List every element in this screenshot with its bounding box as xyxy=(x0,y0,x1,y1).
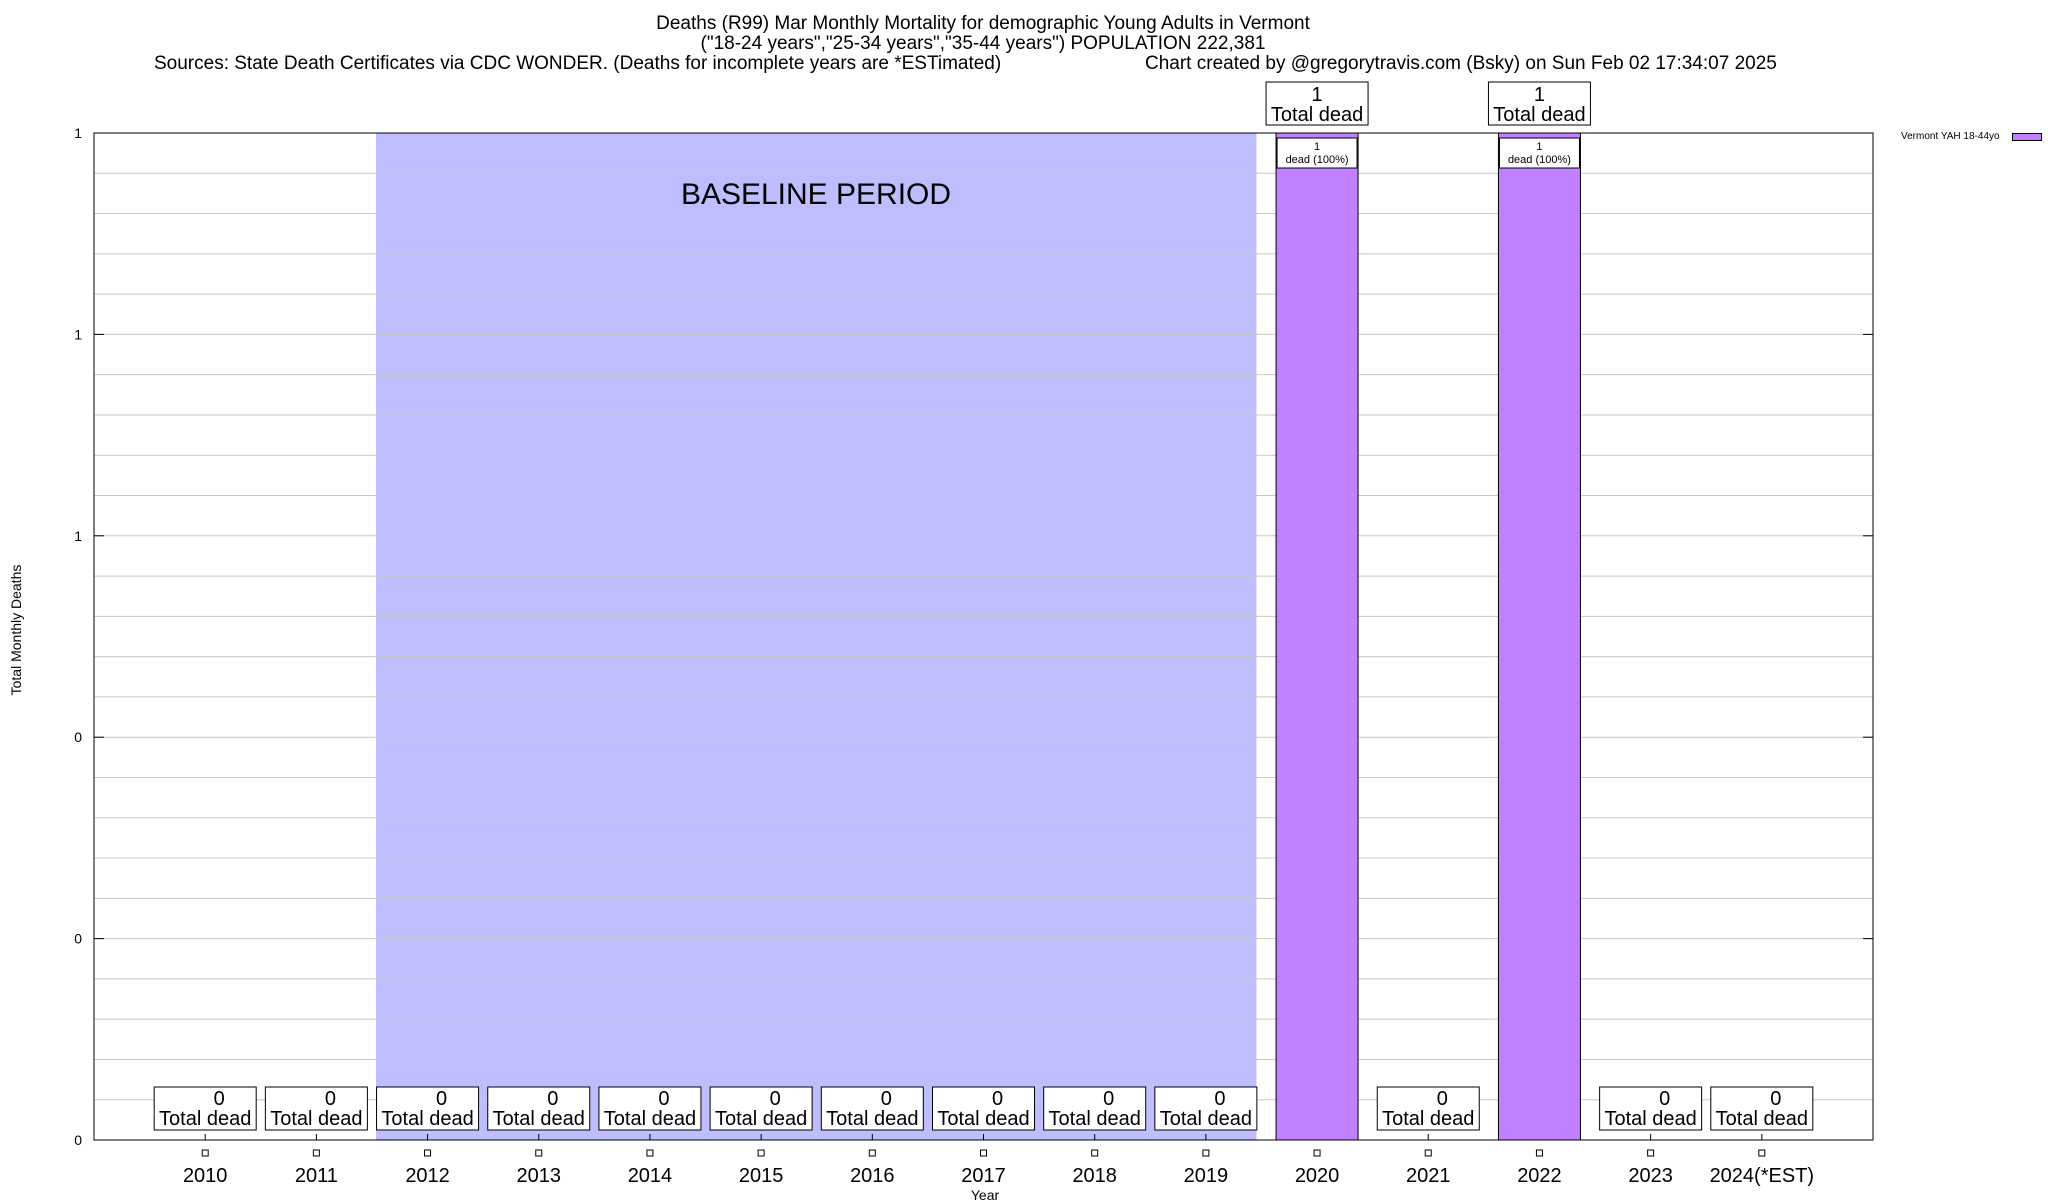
x-tick-label: 2014 xyxy=(628,1165,673,1187)
y-tick-label: 0 xyxy=(74,931,82,947)
total-label-text: Total dead xyxy=(270,1108,362,1130)
total-label-text: Total dead xyxy=(826,1108,918,1130)
total-label-value: 0 xyxy=(1103,1088,1114,1110)
total-label-value: 0 xyxy=(1770,1088,1781,1110)
total-label-box xyxy=(376,1086,480,1131)
legend-label: Vermont YAH 18-44yo xyxy=(1901,131,2000,142)
x-tick-marker xyxy=(646,1149,654,1157)
total-label-box xyxy=(1376,1086,1480,1131)
bar-label-text: dead (100%) xyxy=(1286,154,1349,166)
total-label-value: 0 xyxy=(1437,1088,1448,1110)
total-label-value: 0 xyxy=(214,1088,225,1110)
x-tick-label: 2021 xyxy=(1406,1165,1451,1187)
x-tick-label: 2013 xyxy=(517,1165,562,1187)
x-tick-marker xyxy=(980,1149,987,1157)
total-label-text: Total dead xyxy=(493,1108,585,1130)
x-tick-label: 2018 xyxy=(1072,1165,1117,1187)
x-tick-marker xyxy=(1313,1149,1321,1157)
total-label-value: 1 xyxy=(1312,84,1323,106)
x-axis-label: Year xyxy=(970,1187,1000,1203)
x-tick-label: 2019 xyxy=(1184,1165,1229,1187)
baseline-label: BASELINE PERIOD xyxy=(681,178,951,211)
total-label-box xyxy=(1599,1086,1703,1131)
x-tick-label: 2010 xyxy=(183,1165,228,1187)
y-tick-label: 1 xyxy=(74,326,82,342)
x-tick-marker xyxy=(757,1149,765,1157)
x-tick-label: 2024(*EST) xyxy=(1710,1165,1815,1187)
x-tick-label: 2011 xyxy=(295,1165,338,1187)
total-label-box xyxy=(1154,1086,1258,1131)
total-label-value: 0 xyxy=(436,1088,447,1110)
total-label-text: Total dead xyxy=(1271,104,1363,126)
x-tick-marker xyxy=(201,1149,209,1157)
total-label-text: Total dead xyxy=(1604,1108,1696,1130)
x-tick-marker xyxy=(1535,1149,1543,1157)
chart-credit: Chart created by @gregorytravis.com (Bsk… xyxy=(1145,53,1777,74)
total-label-value: 0 xyxy=(1659,1088,1670,1110)
total-label-box xyxy=(264,1086,368,1131)
bar-label-value: 1 xyxy=(1536,141,1542,153)
bar xyxy=(1497,132,1581,1141)
total-label-text: Total dead xyxy=(381,1108,473,1130)
total-label-value: 0 xyxy=(770,1088,781,1110)
total-label-text: Total dead xyxy=(715,1108,807,1130)
legend-swatch xyxy=(2012,133,2042,141)
total-label-box xyxy=(709,1086,813,1131)
x-tick-label: 2022 xyxy=(1517,1165,1562,1187)
bar xyxy=(1275,132,1359,1141)
chart-subtitle: ("18-24 years","25-34 years","35-44 year… xyxy=(700,33,1266,54)
x-tick-marker xyxy=(424,1149,432,1157)
x-tick-label: 2012 xyxy=(405,1165,450,1187)
y-tick-label: 1 xyxy=(74,125,82,141)
total-label-value: 0 xyxy=(881,1088,892,1110)
total-label-box xyxy=(1265,81,1369,126)
bar-label-box xyxy=(1276,137,1358,169)
x-tick-marker xyxy=(312,1149,320,1157)
total-label-box xyxy=(487,1086,591,1131)
x-tick-marker xyxy=(868,1149,876,1157)
x-tick-label: 2016 xyxy=(850,1165,895,1187)
x-tick-marker xyxy=(535,1149,543,1157)
total-label-box xyxy=(598,1086,702,1131)
total-label-box xyxy=(820,1086,924,1131)
total-label-text: Total dead xyxy=(1493,104,1585,126)
total-label-value: 0 xyxy=(992,1088,1003,1110)
chart-title: Deaths (R99) Mar Monthly Mortality for d… xyxy=(656,13,1310,34)
total-label-value: 0 xyxy=(1214,1088,1225,1110)
total-label-value: 0 xyxy=(547,1088,558,1110)
y-tick-label: 1 xyxy=(74,528,82,544)
total-label-text: Total dead xyxy=(1716,1108,1808,1130)
total-label-text: Total dead xyxy=(1049,1108,1141,1130)
bar-label-box xyxy=(1498,137,1580,169)
x-tick-label: 2017 xyxy=(961,1165,1006,1187)
total-label-value: 0 xyxy=(325,1088,336,1110)
total-label-box xyxy=(932,1086,1035,1131)
x-tick-label: 2023 xyxy=(1628,1165,1673,1187)
total-label-text: Total dead xyxy=(159,1108,251,1130)
x-tick-marker xyxy=(1202,1149,1210,1157)
x-tick-marker xyxy=(1091,1149,1099,1157)
total-label-text: Total dead xyxy=(604,1108,696,1130)
x-tick-marker xyxy=(1424,1149,1432,1157)
x-tick-label: 2020 xyxy=(1295,1165,1340,1187)
baseline-region xyxy=(375,133,1257,1140)
y-tick-label: 0 xyxy=(74,1132,82,1148)
total-label-text: Total dead xyxy=(1160,1108,1252,1130)
total-label-text: Total dead xyxy=(1382,1108,1474,1130)
bar-label-text: dead (100%) xyxy=(1508,154,1571,166)
chart-sources: Sources: State Death Certificates via CD… xyxy=(154,53,1002,74)
x-tick-label: 2015 xyxy=(739,1165,784,1187)
total-label-value: 0 xyxy=(658,1088,669,1110)
total-label-text: Total dead xyxy=(937,1108,1029,1130)
y-tick-label: 0 xyxy=(74,729,82,745)
total-label-value: 1 xyxy=(1534,84,1545,106)
total-label-box xyxy=(1710,1086,1814,1131)
bar-label-value: 1 xyxy=(1314,141,1320,153)
total-label-box xyxy=(153,1086,257,1131)
total-label-box xyxy=(1487,81,1591,126)
x-tick-marker xyxy=(1647,1149,1655,1157)
total-label-box xyxy=(1043,1086,1147,1131)
x-tick-marker xyxy=(1758,1149,1766,1157)
